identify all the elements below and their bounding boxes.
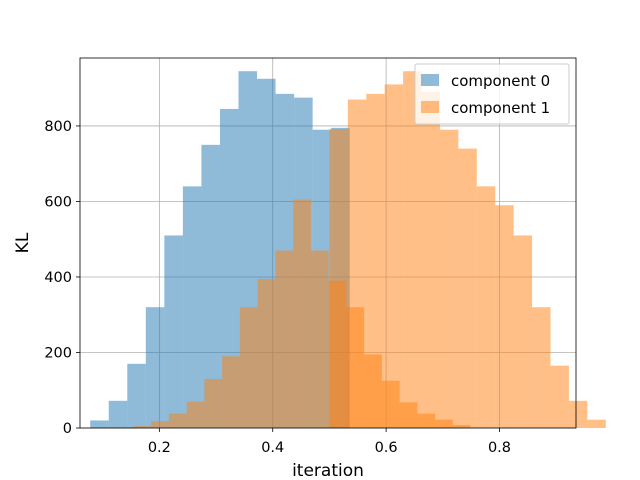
- histogram-bar-series-0-bin-4: [164, 235, 183, 428]
- histogram-bar-series-0-bin-3: [145, 307, 165, 428]
- histogram-bar-series-1-bin-2: [151, 421, 169, 428]
- legend-box: [414, 63, 570, 125]
- histogram-bar-series-2-bin-6: [439, 129, 459, 429]
- histogram-bar-series-2-bin-13: [568, 400, 588, 428]
- histogram-bar-series-2-bin-3: [384, 84, 404, 428]
- histogram-bar-series-1-bin-10: [293, 199, 311, 428]
- histogram-bar-series-0-bin-6: [201, 144, 220, 428]
- histogram-bar-series-0-bin-1: [108, 400, 128, 428]
- histogram-bar-series-2-bin-9: [495, 205, 514, 428]
- plot-frame: [79, 57, 577, 429]
- y-tick-label-0: 0: [63, 421, 72, 437]
- legend-label-component-0: component 0: [451, 72, 550, 90]
- histogram-bar-series-2-bin-10: [513, 235, 533, 428]
- x-tick-label-3: 0.8: [488, 440, 511, 456]
- histogram-bar-series-1-bin-5: [204, 378, 223, 428]
- histogram-bar-series-1-bin-4: [186, 401, 205, 428]
- histogram-bar-series-1-bin-1: [133, 426, 152, 428]
- histogram-bar-series-2-bin-11: [532, 307, 551, 428]
- y-tick-label-4: 800: [44, 119, 72, 135]
- histogram-bar-series-2-bin-2: [366, 93, 385, 429]
- x-tick-label-1: 0.4: [261, 440, 284, 456]
- histogram-bar-series-2-bin-7: [458, 148, 477, 428]
- y-tick-label-3: 600: [44, 194, 72, 210]
- legend-swatch-component-1: [421, 101, 439, 113]
- histogram-bar-series-1-bin-9: [275, 250, 294, 428]
- histogram-bar-series-0-bin-2: [127, 363, 146, 428]
- legend-label-component-1: component 1: [451, 99, 550, 117]
- x-tick-label-0: 0.2: [148, 440, 171, 456]
- histogram-bar-series-1-bin-8: [257, 278, 276, 428]
- x-axis-label: iteration: [292, 461, 364, 480]
- histogram-bar-series-2-bin-14: [587, 419, 606, 428]
- histogram-bar-series-1-bin-3: [168, 413, 187, 428]
- histogram-bar-series-1-bin-6: [222, 356, 240, 428]
- histogram-bar-series-2-bin-8: [476, 186, 496, 428]
- histogram-bar-series-0-bin-0: [90, 420, 109, 428]
- histogram-bar-series-1-bin-11: [310, 250, 329, 428]
- legend: component 0 component 1: [414, 63, 570, 125]
- histogram-bars: [90, 71, 606, 429]
- axis-ticks: 0.2 0.4 0.6 0.8 0 200 400 600 800: [44, 119, 511, 456]
- legend-swatch-component-0: [421, 74, 439, 86]
- y-axis-label: KL: [13, 232, 33, 253]
- histogram-bar-series-2-bin-0: [329, 128, 348, 428]
- histogram-bar-series-0-bin-7: [219, 108, 239, 428]
- histogram-bar-series-0-bin-5: [182, 186, 202, 428]
- histogram-bar-series-1-bin-7: [239, 307, 258, 428]
- x-tick-label-2: 0.6: [375, 440, 398, 456]
- y-tick-label-2: 400: [44, 270, 72, 286]
- histogram-bar-series-2-bin-5: [421, 91, 440, 429]
- y-tick-label-1: 200: [44, 345, 72, 361]
- histogram-bar-series-2-bin-12: [550, 365, 569, 428]
- histogram-bar-series-2-bin-1: [347, 99, 367, 428]
- histogram-bar-series-2-bin-4: [403, 71, 422, 428]
